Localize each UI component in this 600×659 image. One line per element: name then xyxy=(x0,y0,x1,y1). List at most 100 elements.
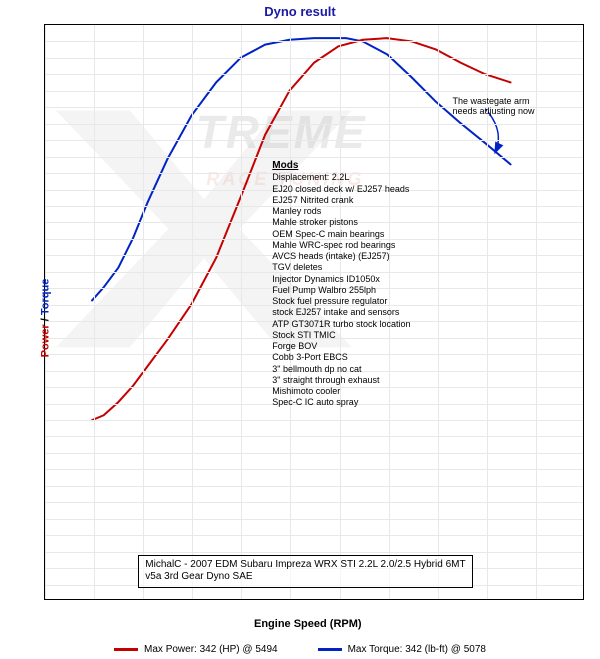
ytick-label: 220 xyxy=(44,234,45,244)
gridline-h xyxy=(45,436,583,437)
gridline-h xyxy=(45,453,583,454)
xtick-label: 4,000 xyxy=(229,599,254,600)
caption-line2: v5a 3rd Gear Dyno SAE xyxy=(145,571,465,584)
ytick-label: 200 xyxy=(44,267,45,277)
ytick-label: 70 xyxy=(44,481,45,491)
ytick-label: 110 xyxy=(44,415,45,425)
ytick-label: 140 xyxy=(44,366,45,376)
gridline-h xyxy=(45,91,583,92)
xtick-label: 2,000 xyxy=(44,599,58,600)
ytick-label: 310 xyxy=(44,86,45,96)
xtick-label: 3,500 xyxy=(180,599,205,600)
gridline-v xyxy=(94,25,95,599)
mods-item: EJ257 Nitrited crank xyxy=(272,195,410,206)
xtick-label: 5,000 xyxy=(327,599,352,600)
legend-swatch-torque xyxy=(318,648,342,651)
mods-item: Mahle WRC-spec rod bearings xyxy=(272,240,410,251)
mods-item: 3" straight through exhaust xyxy=(272,375,410,386)
chart-container: Dyno result TREME RACE TUNING 2,0002,500… xyxy=(0,0,600,659)
mods-item: ATP GT3071R turbo stock location xyxy=(272,319,410,330)
mods-item: AVCS heads (intake) (EJ257) xyxy=(272,251,410,262)
mods-item: Forge BOV xyxy=(272,341,410,352)
ytick-label: 120 xyxy=(44,399,45,409)
legend-label-power: Max Power: 342 (HP) @ 5494 xyxy=(144,644,278,655)
xtick-label: 7,500 xyxy=(572,599,584,600)
ytick-label: 90 xyxy=(44,448,45,458)
legend-swatch-power xyxy=(114,648,138,651)
gridline-h xyxy=(45,157,583,158)
mods-item: Spec-C IC auto spray xyxy=(272,397,410,408)
gridline-v xyxy=(438,25,439,599)
ytick-label: 210 xyxy=(44,250,45,260)
mods-item: EJ20 closed deck w/ EJ257 heads xyxy=(272,184,410,195)
y-axis-label-power: Power xyxy=(39,324,51,357)
y-axis-label-sep: / xyxy=(39,315,51,324)
ytick-label: 250 xyxy=(44,185,45,195)
mods-item: Fuel Pump Walbro 255lph xyxy=(272,285,410,296)
plot-area: TREME RACE TUNING 2,0002,5003,0003,5004,… xyxy=(44,24,584,600)
ytick-label: 300 xyxy=(44,102,45,112)
ytick-label: 320 xyxy=(44,69,45,79)
x-axis-label: Engine Speed (RPM) xyxy=(254,618,362,630)
annotation-line2: needs adjusting now xyxy=(452,106,564,116)
ytick-label: 0 xyxy=(44,596,45,600)
ytick-label: 260 xyxy=(44,168,45,178)
ytick-label: 330 xyxy=(44,53,45,63)
gridline-v xyxy=(241,25,242,599)
ytick-label: 30 xyxy=(44,547,45,557)
mods-item: Mahle stroker pistons xyxy=(272,217,410,228)
legend-item-torque: Max Torque: 342 (lb-ft) @ 5078 xyxy=(318,644,486,655)
gridline-h xyxy=(45,535,583,536)
ytick-label: 80 xyxy=(44,464,45,474)
xtick-label: 6,000 xyxy=(425,599,450,600)
mods-title: Mods xyxy=(272,160,410,173)
gridline-h xyxy=(45,74,583,75)
mods-item: Displacement: 2.2L xyxy=(272,172,410,183)
mods-item: Injector Dynamics ID1050x xyxy=(272,274,410,285)
gridline-h xyxy=(45,140,583,141)
ytick-label: 60 xyxy=(44,497,45,507)
gridline-h xyxy=(45,124,583,125)
gridline-h xyxy=(45,420,583,421)
gridline-v xyxy=(192,25,193,599)
gridline-h xyxy=(45,486,583,487)
mods-item: 3" bellmouth dp no cat xyxy=(272,364,410,375)
ytick-label: 130 xyxy=(44,382,45,392)
ytick-label: 280 xyxy=(44,135,45,145)
mods-item: stock EJ257 intake and sensors xyxy=(272,307,410,318)
ytick-label: 50 xyxy=(44,514,45,524)
ytick-label: 230 xyxy=(44,217,45,227)
ytick-label: 40 xyxy=(44,530,45,540)
ytick-label: 20 xyxy=(44,563,45,573)
y-axis-label-torque: Torque xyxy=(39,279,51,315)
legend-item-power: Max Power: 342 (HP) @ 5494 xyxy=(114,644,278,655)
xtick-label: 6,500 xyxy=(474,599,499,600)
xtick-label: 2,500 xyxy=(82,599,107,600)
legend-label-torque: Max Torque: 342 (lb-ft) @ 5078 xyxy=(348,644,486,655)
xtick-label: 7,000 xyxy=(523,599,548,600)
gridline-v xyxy=(143,25,144,599)
annotation-text: The wastegate armneeds adjusting now xyxy=(452,96,564,117)
mods-list: ModsDisplacement: 2.2LEJ20 closed deck w… xyxy=(272,160,410,409)
caption-box: MichalC - 2007 EDM Subaru Impreza WRX ST… xyxy=(138,555,472,588)
xtick-label: 3,000 xyxy=(131,599,156,600)
ytick-label: 270 xyxy=(44,152,45,162)
chart-title: Dyno result xyxy=(0,0,600,19)
gridline-h xyxy=(45,552,583,553)
mods-item: TGV deletes xyxy=(272,262,410,273)
mods-item: Stock fuel pressure regulator xyxy=(272,296,410,307)
annotation-line1: The wastegate arm xyxy=(452,96,564,106)
gridline-h xyxy=(45,502,583,503)
xtick-label: 4,500 xyxy=(278,599,303,600)
xtick-label: 5,500 xyxy=(376,599,401,600)
caption-line1: MichalC - 2007 EDM Subaru Impreza WRX ST… xyxy=(145,559,465,572)
gridline-h xyxy=(45,519,583,520)
mods-item: Cobb 3-Port EBCS xyxy=(272,352,410,363)
y-axis-label: Power / Torque xyxy=(39,279,51,358)
ytick-label: 340 xyxy=(44,36,45,46)
mods-item: Mishimoto cooler xyxy=(272,386,410,397)
mods-item: OEM Spec-C main bearings xyxy=(272,229,410,240)
gridline-h xyxy=(45,41,583,42)
ytick-label: 100 xyxy=(44,431,45,441)
mods-item: Stock STI TMIC xyxy=(272,330,410,341)
